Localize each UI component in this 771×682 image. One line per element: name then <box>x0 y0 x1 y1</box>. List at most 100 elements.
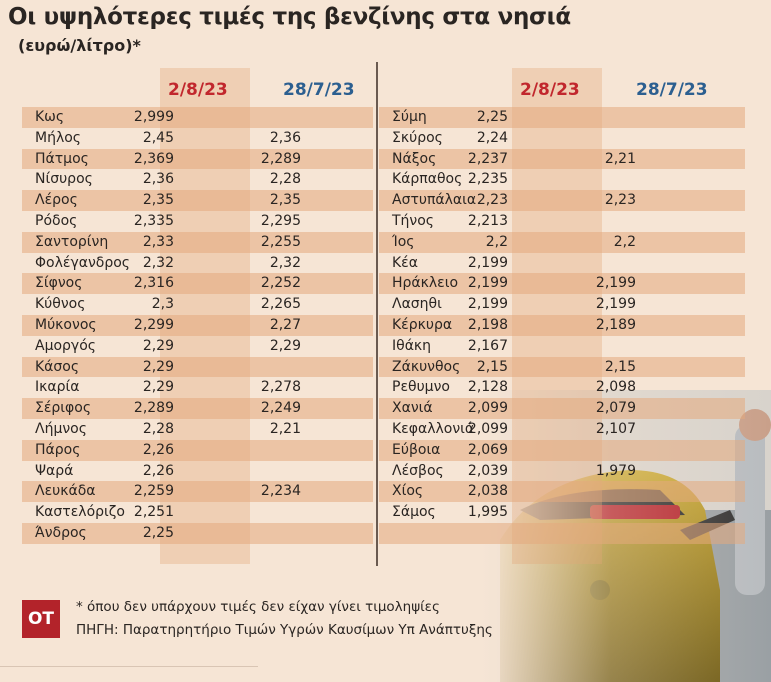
price-current: 2,335 <box>133 213 174 229</box>
island-name: Χίος <box>392 483 424 500</box>
table-row: Νίσυρος 2,36 2,28 <box>22 169 373 190</box>
island-name: Ίος <box>392 233 415 250</box>
table-row: Πάτμος 2,369 2,289 <box>22 148 373 170</box>
price-current: 2,32 <box>142 254 174 271</box>
price-previous: 2,289 <box>260 150 301 167</box>
price-current: 2,299 <box>133 317 174 333</box>
table-row: Λήμνος 2,28 2,21 <box>22 419 373 440</box>
price-current: 2,15 <box>476 358 508 375</box>
island-name: Σέριφος <box>35 400 92 417</box>
price-current: 2,29 <box>142 358 174 375</box>
island-name: Πάτμος <box>35 150 89 167</box>
table-row: Κέα 2,199 <box>379 253 745 274</box>
table-row: Ιθάκη 2,167 <box>379 336 745 357</box>
price-previous: 2,107 <box>595 421 636 437</box>
island-name: Τήνος <box>392 213 435 229</box>
price-current: 2,26 <box>142 462 174 479</box>
footnote: * όπου δεν υπάρχουν τιμές δεν είχαν γίνε… <box>76 599 440 615</box>
ot-logo: OT <box>22 600 60 638</box>
island-name: Σύμη <box>392 109 427 125</box>
price-previous: 2,36 <box>269 129 301 146</box>
table-row: Λέσβος 2,039 1,979 <box>379 461 745 482</box>
island-name: Λήμνος <box>35 421 87 437</box>
table-row: Λευκάδα 2,259 2,234 <box>22 481 373 503</box>
table-row: Νάξος 2,237 2,21 <box>379 148 745 170</box>
island-name: Κως <box>35 109 65 125</box>
price-current: 2,167 <box>467 337 508 354</box>
price-current: 2,29 <box>142 337 174 354</box>
table-row: Κεφαλλονιά 2,099 2,107 <box>379 419 745 440</box>
price-current: 2,198 <box>467 317 508 333</box>
table-row: Σίφνος 2,316 2,252 <box>22 273 373 295</box>
price-previous: 2,199 <box>595 296 636 313</box>
island-name: Κέα <box>392 254 418 271</box>
island-name: Ψαρά <box>35 462 74 479</box>
price-previous: 2,28 <box>269 171 301 188</box>
price-previous: 2,32 <box>269 254 301 271</box>
island-name: Ικαρία <box>35 379 80 396</box>
price-current: 2,099 <box>467 400 508 417</box>
island-name: Λευκάδα <box>35 483 96 500</box>
table-row: Ρόδος 2,335 2,295 <box>22 211 373 232</box>
table-row: Τήνος 2,213 <box>379 211 745 232</box>
price-current: 2,259 <box>133 483 174 500</box>
table-row: Χανιά 2,099 2,079 <box>379 398 745 419</box>
price-current: 2,069 <box>467 441 508 458</box>
price-previous: 2,189 <box>595 317 636 333</box>
price-current: 2,33 <box>142 233 174 250</box>
table-row: Σάμος 1,995 <box>379 502 745 523</box>
price-current: 2,36 <box>142 171 174 188</box>
island-name: Καστελόριζο <box>35 504 125 521</box>
island-name: Σάμος <box>392 504 436 521</box>
price-current: 2,26 <box>142 441 174 458</box>
page-title: Οι υψηλότερες τιμές της βενζίνης στα νησ… <box>8 4 571 30</box>
island-name: Κάρπαθος <box>392 171 463 188</box>
table-row <box>379 523 745 544</box>
table-row: Ρεθυμνο 2,128 2,098 <box>379 377 745 398</box>
table-row: Κέρκυρα 2,198 2,189 <box>379 315 745 336</box>
table-row: Κάσος 2,29 <box>22 356 373 378</box>
price-current: 2,213 <box>467 213 508 229</box>
table-row: Ίος 2,2 2,2 <box>379 231 745 253</box>
island-name: Χανιά <box>392 400 433 417</box>
price-previous: 2,2 <box>613 233 636 250</box>
table-row: Λασηθι 2,199 2,199 <box>379 294 745 315</box>
price-previous: 2,265 <box>260 296 301 313</box>
price-current: 2,3 <box>151 296 174 313</box>
island-name: Πάρος <box>35 441 81 458</box>
price-previous: 2,15 <box>604 358 636 375</box>
price-current: 2,289 <box>133 400 174 417</box>
price-current: 2,23 <box>476 192 508 209</box>
table-row: Σέριφος 2,289 2,249 <box>22 398 373 419</box>
price-current: 2,235 <box>467 171 508 188</box>
island-name: Μύκονος <box>35 317 97 333</box>
price-previous: 2,23 <box>604 192 636 209</box>
price-current: 2,999 <box>133 109 174 125</box>
price-current: 1,995 <box>467 504 508 521</box>
price-previous: 2,35 <box>269 192 301 209</box>
column-header-previous: 28/7/23 <box>283 80 355 100</box>
island-name: Ρεθυμνο <box>392 379 450 396</box>
price-previous: 2,249 <box>260 400 301 417</box>
island-name: Μήλος <box>35 129 82 146</box>
island-name: Νάξος <box>392 150 437 167</box>
price-current: 2,316 <box>133 275 174 292</box>
island-name: Σκύρος <box>392 129 443 146</box>
table-row: Αστυπάλαια 2,23 2,23 <box>379 190 745 211</box>
table-row: Κάρπαθος 2,235 <box>379 169 745 190</box>
price-previous: 2,27 <box>269 317 301 333</box>
island-name: Άνδρος <box>35 525 87 541</box>
price-previous: 2,29 <box>269 337 301 354</box>
price-previous: 2,278 <box>260 379 301 396</box>
price-previous: 1,979 <box>595 462 636 479</box>
island-name: Νίσυρος <box>35 171 93 188</box>
island-name: Κεφαλλονιά <box>392 421 475 437</box>
island-name: Εύβοια <box>392 441 441 458</box>
price-previous: 2,098 <box>595 379 636 396</box>
table-row: Χίος 2,038 <box>379 481 745 503</box>
table-row: Άνδρος 2,25 <box>22 523 373 544</box>
table-row: Κύθνος 2,3 2,265 <box>22 294 373 315</box>
table-row: Ζάκυνθος 2,15 2,15 <box>379 356 745 378</box>
table-row: Λέρος 2,35 2,35 <box>22 190 373 211</box>
island-name: Κέρκυρα <box>392 317 453 333</box>
